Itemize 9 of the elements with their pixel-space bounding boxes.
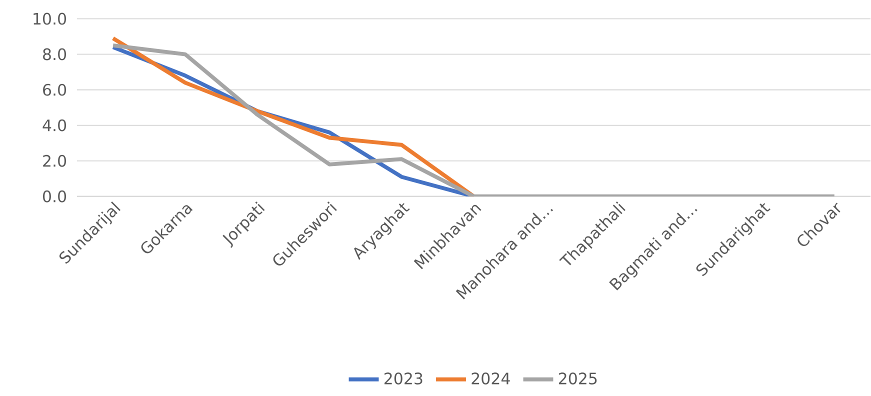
y-tick-label: 4.0: [42, 119, 66, 132]
y-tick-label: 10.0: [34, 12, 66, 25]
y-tick-label: 0.0: [43, 190, 66, 202]
y-tick-label: 2.0: [43, 155, 66, 167]
legend-label: 2025: [558, 372, 597, 385]
legend-label: 2024: [472, 372, 510, 385]
y-tick-label: 8.0: [43, 48, 66, 60]
y-tick-label: 6.0: [43, 84, 66, 96]
legend-label: 2023: [384, 372, 422, 385]
